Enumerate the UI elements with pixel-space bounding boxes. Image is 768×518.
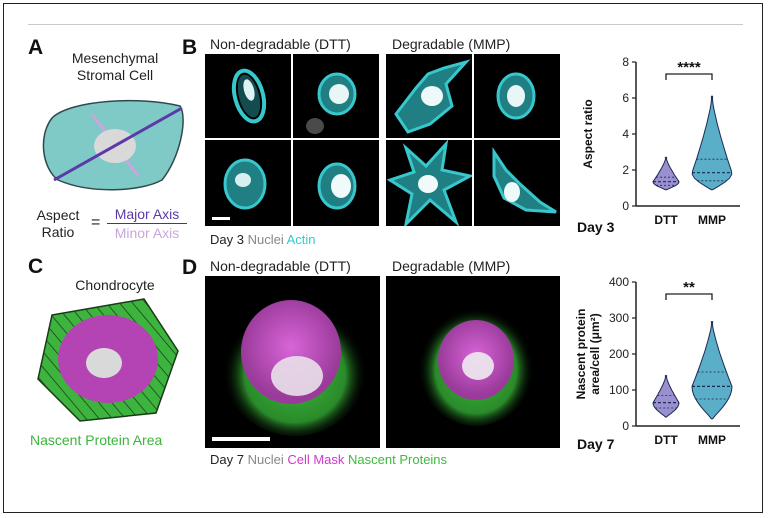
panel-b-left-title: Non-degradable (DTT) xyxy=(210,36,351,52)
panel-a-label: A xyxy=(28,36,44,59)
micrograph-dtt-2 xyxy=(293,54,379,138)
micrograph-mmp-3 xyxy=(386,140,472,226)
significance-stars: ** xyxy=(683,279,695,296)
significance-bracket xyxy=(665,293,713,300)
chart2-day-label: Day 7 xyxy=(577,436,615,452)
panel-a-title-line1: Mesenchymal xyxy=(71,50,159,66)
chart1-ytick-label: 4 xyxy=(622,127,629,141)
micrograph-dtt-1 xyxy=(205,54,291,138)
chart2-ylabel: Nascent proteinarea/cell (μm²) xyxy=(574,309,602,400)
significance-stars: **** xyxy=(677,59,701,76)
legend-cell-mask: Cell Mask xyxy=(287,452,345,467)
top-rule xyxy=(28,24,743,25)
minor-axis-label: Minor Axis xyxy=(114,225,180,241)
panel-d-legend: Day 7 Nuclei Cell Mask Nascent Proteins xyxy=(210,452,447,467)
chart1-ytick-label: 0 xyxy=(622,199,629,213)
micrograph-dtt-3 xyxy=(205,140,291,226)
micrograph-day7-mmp xyxy=(386,276,560,448)
panel-a-title-line2: Stromal Cell xyxy=(76,67,154,83)
equals-sign: = xyxy=(91,214,101,231)
category-label-dtt: DTT xyxy=(654,433,678,447)
fraction-bar xyxy=(107,223,187,224)
aspect-label-line1: Aspect xyxy=(36,207,80,223)
legend-nuclei: Nuclei xyxy=(247,232,284,247)
aspect-ratio-violin-chart: 0 2 4 6 8 Aspect ratio DTT MMP **** xyxy=(581,55,740,227)
scale-bar-b xyxy=(212,217,230,220)
chart1-ytick-label: 8 xyxy=(622,55,629,69)
violin-mmp xyxy=(691,321,733,420)
chondrocyte-diagram xyxy=(37,298,179,422)
panel-b-label: B xyxy=(182,36,198,59)
micrograph-day7-dtt xyxy=(205,276,380,448)
panel-b-legend: Day 3 Nuclei Actin xyxy=(210,232,316,247)
panel-d-left-title: Non-degradable (DTT) xyxy=(210,258,351,274)
micrograph-mmp-1 xyxy=(386,54,472,138)
category-label-mmp: MMP xyxy=(698,433,726,447)
scale-bar-d xyxy=(212,437,270,441)
chart1-ylabel: Aspect ratio xyxy=(581,99,595,168)
category-label-dtt: DTT xyxy=(654,213,678,227)
violin-dtt xyxy=(652,375,680,418)
significance-bracket xyxy=(665,73,713,80)
chart2-ytick-label: 300 xyxy=(609,311,629,325)
panel-c-title: Chondrocyte xyxy=(75,277,155,293)
micrograph-mmp-2 xyxy=(474,54,560,138)
chart1-ytick-label: 6 xyxy=(622,91,629,105)
chart1-ytick-label: 2 xyxy=(622,163,629,177)
legend-nuclei-d: Nuclei xyxy=(247,452,284,467)
chart1-day-label: Day 3 xyxy=(577,219,615,235)
panel-d-label: D xyxy=(182,256,198,279)
major-axis-label: Major Axis xyxy=(114,206,180,222)
chart2-ytick-label: 0 xyxy=(622,419,629,433)
legend-actin: Actin xyxy=(286,232,316,247)
micrograph-mmp-4 xyxy=(474,140,560,226)
aspect-label-line2: Ratio xyxy=(41,224,75,240)
msc-cell-diagram xyxy=(42,99,184,191)
legend-day7: Day 7 xyxy=(210,452,244,467)
violin-mmp xyxy=(691,95,733,191)
panel-b-right-title: Degradable (MMP) xyxy=(392,36,511,52)
chart2-ytick-label: 400 xyxy=(609,275,629,289)
chart2-ytick-label: 200 xyxy=(609,347,629,361)
nascent-protein-area-caption: Nascent Protein Area xyxy=(30,432,163,448)
legend-nascent-proteins: Nascent Proteins xyxy=(348,452,448,467)
figure-frame xyxy=(3,3,763,513)
panel-c-label: C xyxy=(28,255,44,278)
panel-d-right-title: Degradable (MMP) xyxy=(392,258,511,274)
category-label-mmp: MMP xyxy=(698,213,726,227)
nascent-protein-violin-chart: 0 100 200 300 400 Nascent proteinarea/cell (μ… xyxy=(574,275,740,447)
legend-day3: Day 3 xyxy=(210,232,244,247)
chart2-ytick-label: 100 xyxy=(609,383,629,397)
micrograph-dtt-4 xyxy=(293,140,379,226)
